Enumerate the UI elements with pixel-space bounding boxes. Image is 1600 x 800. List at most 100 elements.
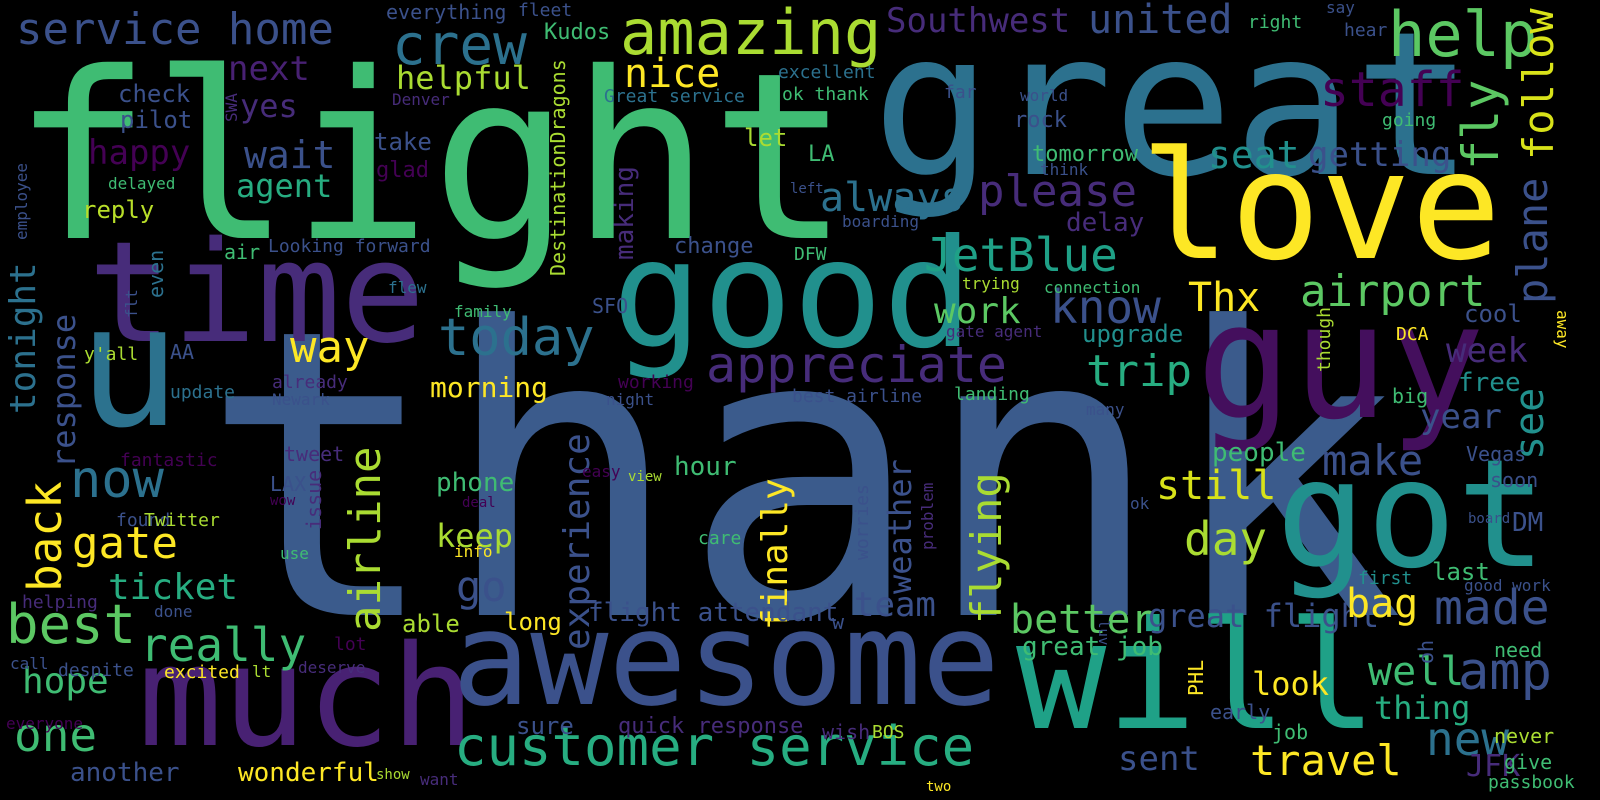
- word-use: use: [280, 544, 309, 563]
- word-oh: oh: [1414, 639, 1438, 664]
- word-amazing: amazing: [620, 0, 882, 69]
- word-care: care: [698, 528, 742, 549]
- word-wait: wait: [244, 133, 336, 177]
- word-take: take: [374, 128, 432, 156]
- word-best: best: [6, 593, 137, 656]
- word-glad: glad: [376, 158, 429, 183]
- word-u: u: [78, 268, 181, 466]
- word-thx: Thx: [1188, 275, 1261, 321]
- word-dca: DCA: [1396, 324, 1429, 345]
- word-great-flight: great flight: [1148, 597, 1380, 635]
- word-bos: BOS: [872, 722, 905, 743]
- word-lot: lot: [334, 634, 367, 655]
- word-say: say: [1326, 0, 1355, 17]
- word-flt: flt: [122, 289, 141, 318]
- word-left: left: [790, 181, 824, 197]
- word-go: go: [456, 562, 507, 611]
- word-check: check: [118, 80, 191, 108]
- word-helping: helping: [22, 592, 98, 613]
- word-luv: luv: [1095, 620, 1111, 646]
- word-going: going: [1382, 110, 1437, 131]
- word-even: even: [144, 249, 168, 298]
- word-problem: problem: [918, 482, 937, 550]
- word-excellent: excellent: [778, 62, 876, 83]
- word-connection: connection: [1044, 278, 1141, 297]
- word-swa: SWA: [222, 93, 241, 122]
- word-got: got: [1276, 428, 1547, 602]
- word-tomorrow: tomorrow: [1032, 142, 1138, 167]
- word-hour: hour: [674, 452, 737, 482]
- word-despite: despite: [58, 660, 134, 681]
- word-soon: soon: [1490, 468, 1539, 492]
- word-flying: flying: [962, 472, 1011, 624]
- word-early: early: [1210, 700, 1271, 724]
- word-next: next: [228, 49, 310, 89]
- word-flight: flight: [12, 23, 851, 293]
- word-passbook: passbook: [1488, 772, 1575, 793]
- word-weather: weather: [881, 459, 919, 594]
- word-gate: gate: [72, 518, 178, 569]
- word-bag: bag: [1346, 581, 1419, 627]
- word-job: job: [1272, 720, 1309, 744]
- word-much: much: [138, 616, 476, 779]
- word-year: year: [1420, 397, 1502, 437]
- word-yall: y'all: [84, 344, 139, 365]
- word-show: show: [376, 767, 410, 783]
- word-upgrade: upgrade: [1082, 320, 1184, 348]
- word-already: already: [272, 372, 348, 393]
- word-update: update: [170, 382, 236, 403]
- word-quick-response: quick response: [618, 714, 804, 739]
- word-airline: airline: [340, 446, 391, 632]
- word-good-work: good work: [1464, 576, 1551, 595]
- word-lax: LAX: [270, 472, 307, 496]
- word-morning: morning: [430, 371, 549, 404]
- word-big: big: [1392, 384, 1429, 408]
- word-ok-thank: ok thank: [782, 84, 869, 105]
- word-worries: worries: [852, 484, 873, 560]
- word-hope: hope: [22, 661, 109, 702]
- word-first: first: [1358, 568, 1413, 589]
- word-twitter: Twitter: [144, 510, 220, 531]
- word-many: many: [1086, 400, 1125, 419]
- word-one: one: [14, 708, 98, 762]
- word-way: way: [290, 322, 370, 373]
- word-delay: delay: [1066, 208, 1145, 238]
- word-time: time: [88, 212, 426, 375]
- word-hear: hear: [1344, 20, 1388, 41]
- word-think: think: [1040, 160, 1089, 179]
- word-work: work: [934, 291, 1021, 332]
- word-boarding: boarding: [842, 212, 920, 231]
- word-people: people: [1212, 438, 1306, 468]
- word-southwest: Southwest: [886, 1, 1071, 41]
- word-follow: follow: [1514, 8, 1563, 160]
- word-another: another: [70, 758, 180, 788]
- word-ok: ok: [1130, 494, 1150, 513]
- word-travel: travel: [1250, 736, 1402, 785]
- word-employee: employee: [12, 162, 31, 240]
- word-help: help: [1388, 0, 1538, 71]
- word-wow: wow: [270, 493, 296, 509]
- word-really: really: [140, 618, 307, 672]
- word-newark: Newark: [272, 390, 330, 409]
- word-easy: easy: [582, 462, 621, 481]
- word-fleet: fleet: [518, 0, 573, 21]
- word-family: family: [454, 302, 512, 321]
- word-excited: excited: [164, 662, 240, 683]
- word-found: found: [116, 510, 171, 531]
- word-know: know: [1050, 280, 1161, 334]
- word-new: new: [1426, 712, 1510, 766]
- word-destinationdragons: DestinationDragons: [546, 59, 570, 276]
- word-change: change: [674, 234, 754, 259]
- word-phone: phone: [436, 468, 515, 498]
- word-kudos: Kudos: [544, 20, 611, 45]
- word-great: great: [872, 0, 1475, 222]
- word-give: give: [1504, 750, 1553, 774]
- word-ticket: ticket: [108, 567, 239, 608]
- word-fly: fly: [1452, 79, 1510, 170]
- word-fantastic: fantastic: [120, 450, 218, 471]
- word-deal: deal: [462, 495, 496, 511]
- word-make: make: [1322, 436, 1424, 485]
- word-sfo: SFO: [592, 294, 629, 318]
- word-deserve: deserve: [298, 658, 366, 677]
- word-trying: trying: [962, 274, 1020, 293]
